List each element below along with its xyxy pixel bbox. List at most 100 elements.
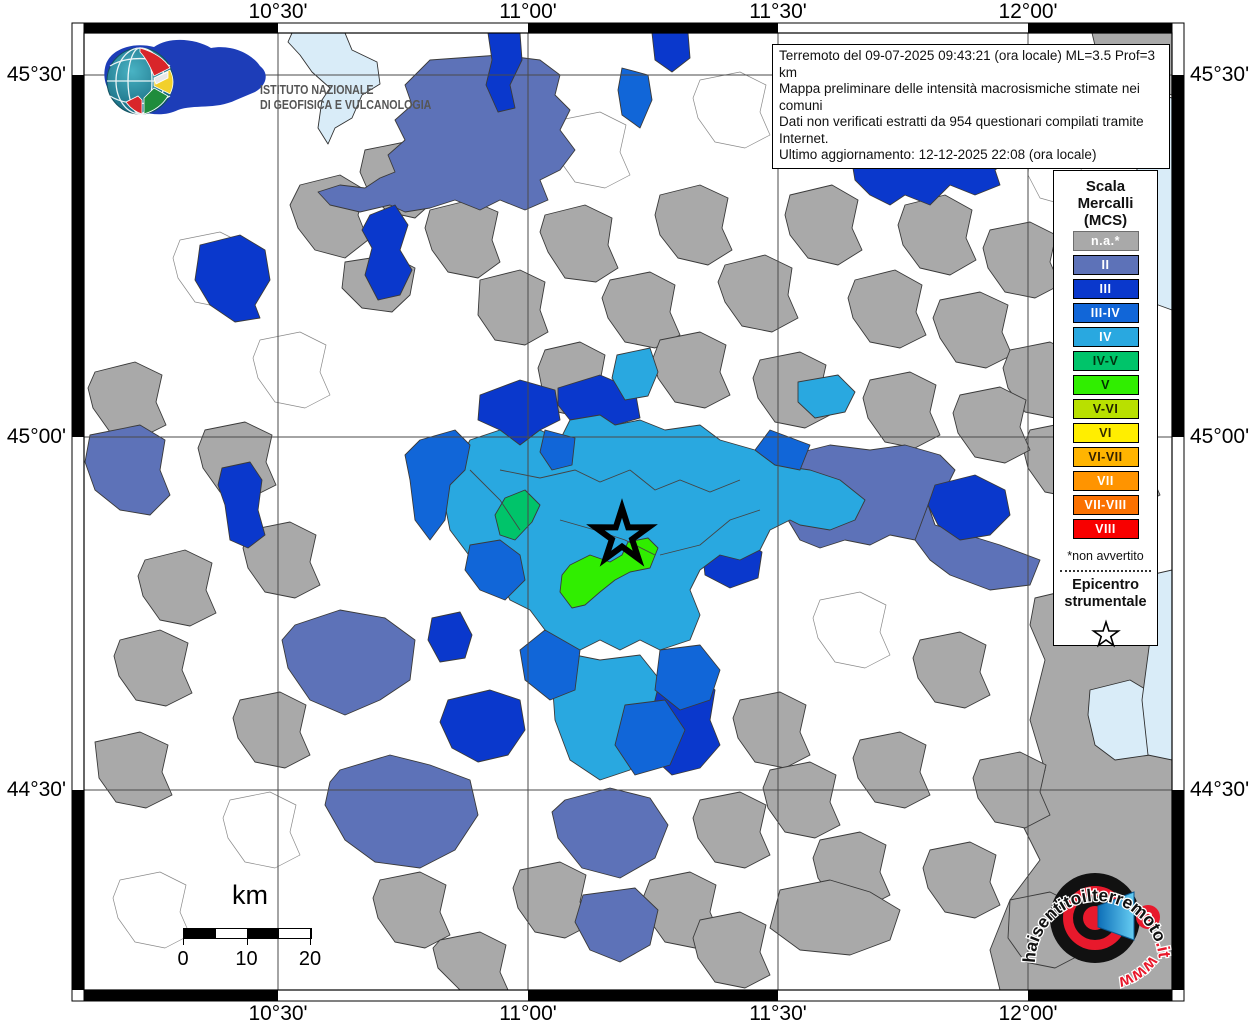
lon-tick-label: 11°00' — [499, 1002, 557, 1024]
legend-item-viii: VIII — [1054, 517, 1157, 541]
legend-divider — [1060, 570, 1151, 572]
municipality-polygon — [692, 911, 771, 989]
legend-item-ii: II — [1054, 253, 1157, 277]
municipality-polygon — [651, 33, 691, 73]
legend-item-vi-vii: VI-VII — [1054, 445, 1157, 469]
municipality-polygon — [654, 184, 733, 266]
municipality-polygon — [927, 474, 1011, 541]
legend-swatch: V-VI — [1072, 399, 1139, 419]
scale-bar-segments — [183, 928, 312, 939]
intensity-legend: Scala Mercalli (MCS) n.a.* II III III-IV IV I… — [1053, 170, 1158, 648]
lon-tick-label: 11°30' — [749, 1002, 807, 1024]
municipality-polygon — [812, 591, 891, 669]
legend-item-iii-iv: III-IV — [1054, 301, 1157, 325]
municipality-polygon — [94, 731, 173, 809]
legend-title: Scala Mercalli (MCS) — [1077, 178, 1134, 229]
legend-swatch: VII — [1072, 471, 1139, 491]
municipality-polygon — [87, 361, 167, 439]
lon-tick-label: 11°30' — [749, 0, 807, 23]
legend-swatch: V — [1072, 375, 1139, 395]
event-info-box: Terremoto del 09-07-2025 09:43:21 (ora l… — [772, 44, 1170, 169]
ingv-logo: ISTITUTO NAZIONALE DI GEOFISICA E VULCAN… — [92, 36, 431, 126]
municipality-polygon — [252, 331, 331, 409]
legend-item-n-a-: n.a.* — [1054, 229, 1157, 253]
lat-tick-label: 44°30' — [6, 778, 66, 801]
municipality-polygon — [242, 521, 321, 599]
legend-swatch: VIII — [1072, 519, 1139, 539]
map-frame — [71, 22, 1185, 1002]
municipality-polygon — [232, 691, 311, 769]
lon-tick-label: 11°00' — [499, 0, 557, 23]
lon-tick-label: 12°00' — [998, 0, 1058, 23]
municipality-polygon — [952, 386, 1031, 464]
legend-swatch: n.a.* — [1072, 231, 1139, 251]
legend-item-iv-v: IV-V — [1054, 349, 1157, 373]
municipality-polygon — [797, 374, 856, 419]
event-info-line: Mappa preliminare delle intensità macros… — [779, 81, 1140, 113]
legend-swatch: III — [1072, 279, 1139, 299]
lat-tick-label: 44°30' — [1190, 778, 1250, 801]
legend-swatch: II — [1072, 255, 1139, 275]
municipality-polygon — [982, 221, 1061, 299]
legend-footnote: *non avvertito — [1067, 549, 1144, 563]
municipality-polygon — [932, 291, 1013, 369]
legend-swatch: IV — [1072, 327, 1139, 347]
municipality-polygon — [922, 841, 1001, 919]
municipality-polygon — [762, 761, 841, 839]
epicenter-legend-label: Epicentro strumentale — [1064, 577, 1147, 610]
municipality-polygon — [427, 611, 473, 663]
municipality-polygon — [439, 689, 526, 763]
municipality-polygon — [692, 71, 771, 149]
lon-tick-label: 10°30' — [248, 0, 308, 23]
boundary-line — [469, 469, 521, 531]
lat-tick-label: 45°30' — [6, 63, 66, 86]
event-info-line: Terremoto del 09-07-2025 09:43:21 (ora l… — [779, 48, 1155, 80]
boundary-line — [659, 509, 761, 556]
scale-bar-tick — [310, 928, 311, 945]
legend-item-vii: VII — [1054, 469, 1157, 493]
municipality-polygon — [217, 461, 266, 549]
question-badge-icon: ? — [1136, 905, 1160, 929]
scale-bar-tick-label: 20 — [298, 948, 322, 970]
legend-item-vii-viii: VII-VIII — [1054, 493, 1157, 517]
municipality-polygon — [222, 791, 301, 869]
event-info-line: Dati non verificati estratti da 954 ques… — [779, 114, 1144, 146]
epicenter-legend-star-icon — [1090, 619, 1121, 648]
municipality-polygon — [194, 234, 271, 323]
scale-bar-tick — [183, 928, 184, 945]
legend-item-iv: IV — [1054, 325, 1157, 349]
scale-bar-tick-label: 10 — [235, 948, 258, 970]
megaphone-icon — [1097, 891, 1135, 941]
municipality-polygon — [324, 754, 479, 869]
municipality-polygon — [852, 731, 931, 809]
lat-tick-label: 45°30' — [1190, 63, 1250, 86]
legend-swatch: IV-V — [1072, 351, 1139, 371]
lon-tick-label: 12°00' — [998, 1002, 1058, 1024]
legend-item-v-vi: V-VI — [1054, 397, 1157, 421]
municipality-polygon — [914, 504, 1041, 591]
epicenter-star — [586, 498, 658, 567]
scale-bar-tick — [246, 928, 248, 945]
municipality-polygon — [512, 861, 591, 939]
municipality-polygon — [912, 631, 991, 709]
municipality-polygon — [113, 629, 193, 707]
municipality-polygon — [614, 699, 686, 776]
legend-swatch: VII-VIII — [1072, 495, 1139, 515]
haisentitoilterremoto-logo: ? haisentitoilterremoto.it www. — [1008, 830, 1176, 995]
municipality-polygon — [754, 429, 811, 471]
municipality-polygon — [847, 269, 927, 349]
municipality-polygon — [137, 549, 217, 627]
svg-text:?: ? — [1143, 910, 1153, 927]
scale-bar-unit: km — [232, 880, 268, 910]
legend-item-v: V — [1054, 373, 1157, 397]
municipality-polygon — [897, 194, 977, 276]
municipality-polygon — [404, 429, 471, 541]
municipality-polygon — [862, 371, 941, 449]
municipality-polygon — [769, 879, 901, 956]
ingv-logo-text: ISTITUTO NAZIONALE DI GEOFISICA E VULCAN… — [260, 82, 432, 112]
lon-tick-label: 10°30' — [248, 1002, 308, 1024]
municipality-polygon — [444, 414, 866, 651]
legend-item-vi: VI — [1054, 421, 1157, 445]
municipality-polygon — [432, 931, 509, 990]
